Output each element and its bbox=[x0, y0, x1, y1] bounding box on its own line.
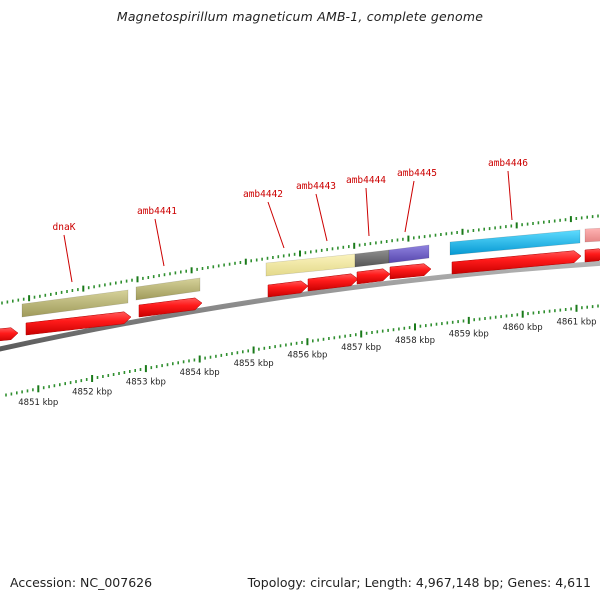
scale-label: 4853 kbp bbox=[126, 378, 166, 388]
cds-arrow-amb4441 bbox=[138, 297, 203, 318]
cds-arrow-dnaK bbox=[25, 311, 132, 336]
cds-arrow-amb4445 bbox=[389, 263, 432, 280]
gene-label-amb4443: amb4443 bbox=[296, 181, 336, 192]
gene-label-leader-amb4442 bbox=[267, 201, 285, 249]
accession-text: Accession: NC_007626 bbox=[10, 575, 153, 590]
cds-arrow-amb4444 bbox=[356, 268, 391, 285]
gene-label-leader-amb4441 bbox=[154, 218, 165, 267]
scale-label: 4857 kbp bbox=[341, 343, 381, 353]
cds-arrow-amb4443 bbox=[307, 273, 359, 292]
gene-label-dnaK: dnaK bbox=[53, 222, 76, 233]
cds-arrow-amb4446 bbox=[451, 250, 582, 275]
gene-bar-dnaK bbox=[21, 289, 129, 318]
gene-label-amb4441: amb4441 bbox=[137, 206, 177, 217]
gene-label-amb4444: amb4444 bbox=[346, 175, 386, 186]
genome-backbone bbox=[0, 260, 600, 352]
gene-label-leader-dnaK bbox=[63, 234, 73, 283]
gene-bar-amb4442 bbox=[265, 253, 356, 277]
cds-arrow-amb4442 bbox=[267, 280, 309, 298]
cds-arrow-partial-left bbox=[0, 327, 19, 342]
scale-labels: 4851 kbp 4852 kbp 4853 kbp 4854 kbp 4855 kbp… bbox=[18, 317, 596, 408]
gene-bar-amb4444 bbox=[388, 244, 430, 264]
scale-label: 4854 kbp bbox=[180, 368, 220, 378]
outer-tick-row bbox=[1, 214, 599, 305]
gene-label-amb4446: amb4446 bbox=[488, 158, 528, 169]
gene-labels: dnaK amb4441 amb4442 amb4443 amb4444 amb4445 a… bbox=[53, 158, 528, 283]
gene-bar-amb4443 bbox=[354, 249, 390, 268]
gene-label-leader-amb4443 bbox=[315, 193, 328, 242]
scale-label: 4859 kbp bbox=[449, 329, 489, 339]
scale-label: 4860 kbp bbox=[503, 323, 543, 333]
gene-bar-amb4446 bbox=[449, 229, 581, 256]
scale-label: 4858 kbp bbox=[395, 336, 435, 346]
feature-track bbox=[0, 227, 600, 342]
gene-label-amb4445: amb4445 bbox=[397, 168, 437, 179]
scale-label: 4856 kbp bbox=[287, 351, 327, 361]
scale-label: 4852 kbp bbox=[72, 388, 112, 398]
gene-bar-amb4441 bbox=[135, 277, 201, 301]
scale-label: 4851 kbp bbox=[18, 398, 58, 408]
gene-label-leader-amb4444 bbox=[365, 187, 370, 237]
gene-label-leader-amb4445 bbox=[404, 180, 415, 233]
gene-label-leader-amb4446 bbox=[507, 170, 513, 221]
genome-stats-text: Topology: circular; Length: 4,967,148 bp… bbox=[247, 575, 591, 590]
inner-tick-row bbox=[5, 304, 599, 397]
map-title: Magnetospirillum magneticum AMB-1, compl… bbox=[116, 9, 484, 24]
cds-arrow-partial-right bbox=[584, 248, 600, 263]
gene-bar-partial bbox=[584, 227, 600, 243]
gene-label-amb4442: amb4442 bbox=[243, 189, 283, 200]
scale-label: 4855 kbp bbox=[234, 359, 274, 369]
scale-label: 4861 kbp bbox=[556, 317, 596, 327]
